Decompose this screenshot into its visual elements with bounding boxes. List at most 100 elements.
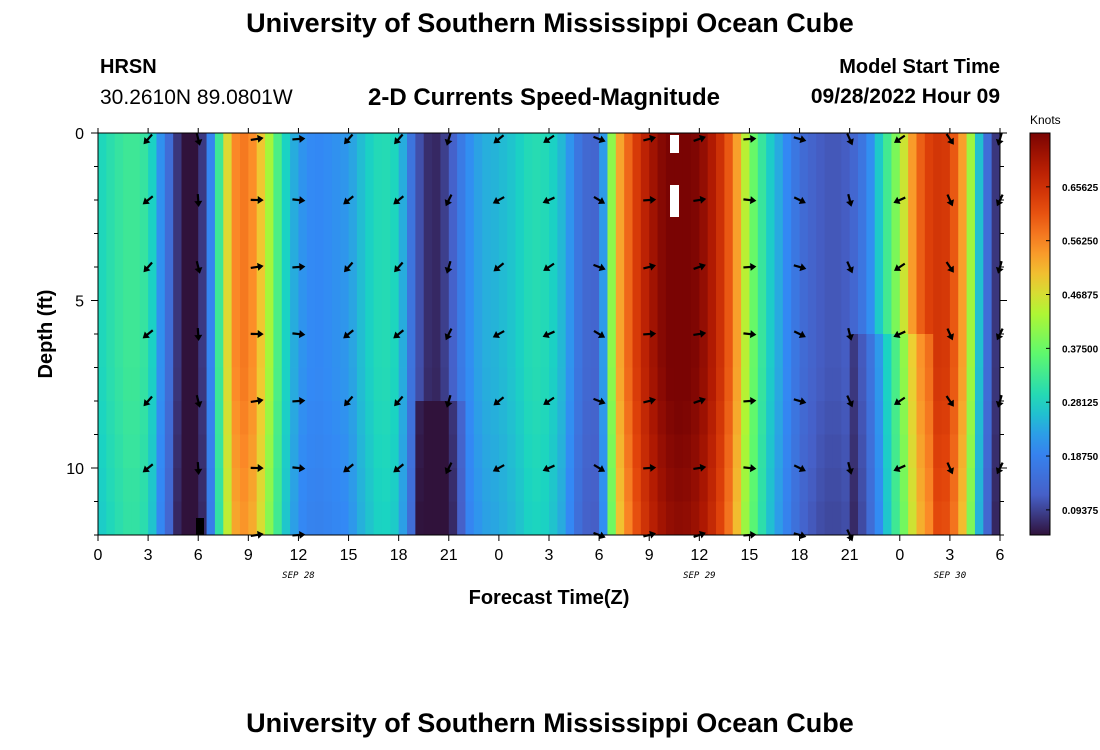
heatmap-cell xyxy=(298,334,308,369)
heatmap-cell xyxy=(306,401,316,436)
current-arrow xyxy=(250,396,264,405)
heatmap-cell xyxy=(682,334,692,369)
heatmap-cell xyxy=(515,267,525,302)
heatmap-cell xyxy=(858,501,867,535)
heatmap-cell xyxy=(816,300,826,335)
heatmap-cell xyxy=(924,267,934,302)
chart-title: University of Southern Mississippi Ocean… xyxy=(246,8,854,38)
heatmap-cell xyxy=(883,367,893,402)
heatmap-cell xyxy=(582,267,592,302)
heatmap-cell xyxy=(849,501,859,535)
heatmap-cell xyxy=(198,334,208,369)
heatmap-cell xyxy=(231,367,241,402)
heatmap-cell xyxy=(507,300,517,335)
heatmap-cell xyxy=(290,401,300,436)
current-arrow xyxy=(444,394,453,408)
current-arrow xyxy=(292,330,306,339)
heatmap-cell xyxy=(599,133,609,168)
heatmap-cell xyxy=(640,200,650,235)
heatmap-cell xyxy=(198,468,208,503)
heatmap-cell xyxy=(674,233,684,268)
heatmap-cell xyxy=(290,434,300,469)
heatmap-cell xyxy=(674,267,684,302)
heatmap-cell xyxy=(791,300,801,335)
current-arrow xyxy=(893,262,906,271)
heatmap-cell xyxy=(615,200,625,235)
heatmap-cell xyxy=(991,334,1000,369)
heatmap-cell xyxy=(164,200,174,235)
heatmap-cell xyxy=(582,166,592,201)
heatmap-cell xyxy=(791,133,801,168)
heatmap-cell xyxy=(298,300,308,335)
heatmap-cell xyxy=(106,468,116,503)
heatmap-cell xyxy=(290,367,300,402)
heatmap-cell xyxy=(398,401,408,436)
heatmap-cell xyxy=(223,468,233,503)
heatmap-cell xyxy=(490,300,500,335)
heatmap-cell xyxy=(824,501,834,535)
current-arrow xyxy=(394,133,404,145)
heatmap-cell xyxy=(640,501,650,535)
current-arrow xyxy=(643,195,657,204)
x-tick-label: 3 xyxy=(545,547,554,564)
heatmap-cell xyxy=(757,166,767,201)
heatmap-cell xyxy=(924,468,934,503)
heatmap-cell xyxy=(465,166,475,201)
heatmap-cell xyxy=(114,300,124,335)
heatmap-cell xyxy=(214,367,224,402)
heatmap-cell xyxy=(690,133,700,168)
heatmap-cell xyxy=(507,267,517,302)
heatmap-cell xyxy=(139,334,149,369)
heatmap-cell xyxy=(574,133,584,168)
heatmap-cell xyxy=(941,367,951,402)
heatmap-cell xyxy=(991,233,1000,268)
heatmap-cell xyxy=(432,200,442,235)
heatmap-cell xyxy=(924,233,934,268)
heatmap-cell xyxy=(214,166,224,201)
heatmap-cell xyxy=(799,334,809,369)
heatmap-cell xyxy=(732,468,742,503)
current-arrow xyxy=(643,134,656,143)
heatmap-cell xyxy=(223,434,233,469)
heatmap-cell xyxy=(448,300,458,335)
heatmap-cell xyxy=(716,267,725,302)
heatmap-cell xyxy=(933,200,943,235)
heatmap-cell xyxy=(507,133,517,168)
heatmap-cell xyxy=(440,401,450,436)
heatmap-cell xyxy=(707,434,717,469)
heatmap-cell xyxy=(223,166,233,201)
current-arrow xyxy=(643,329,657,338)
heatmap-cell xyxy=(824,267,834,302)
heatmap-cell xyxy=(457,133,467,168)
heatmap-cell xyxy=(841,267,851,302)
heatmap-cell xyxy=(807,200,817,235)
heatmap-cell xyxy=(231,133,241,168)
current-arrow xyxy=(743,134,757,143)
heatmap-cell xyxy=(665,200,675,235)
heatmap-cell xyxy=(749,334,759,369)
heatmap-cell xyxy=(699,233,709,268)
heatmap-cell xyxy=(356,133,366,168)
heatmap-cell xyxy=(423,233,433,268)
heatmap-cell xyxy=(741,200,751,235)
heatmap-cell xyxy=(206,401,216,436)
heatmap-cell xyxy=(164,434,174,469)
heatmap-cell xyxy=(849,267,859,302)
current-arrow xyxy=(593,329,606,338)
heatmap-cell xyxy=(908,334,918,369)
heatmap-cell xyxy=(991,200,1000,235)
heatmap-cell xyxy=(189,367,199,402)
heatmap-cell xyxy=(841,233,851,268)
heatmap-cell xyxy=(515,300,525,335)
heatmap-cell xyxy=(156,267,166,302)
heatmap-cell xyxy=(807,434,817,469)
heatmap-cell xyxy=(131,300,141,335)
heatmap-cell xyxy=(540,334,550,369)
current-arrow xyxy=(250,196,264,205)
current-arrow xyxy=(194,461,203,475)
heatmap-cell xyxy=(398,300,408,335)
heatmap-cell xyxy=(323,468,333,503)
heatmap-cell xyxy=(899,334,909,369)
heatmap-cell xyxy=(649,300,659,335)
heatmap-cell xyxy=(482,401,492,436)
